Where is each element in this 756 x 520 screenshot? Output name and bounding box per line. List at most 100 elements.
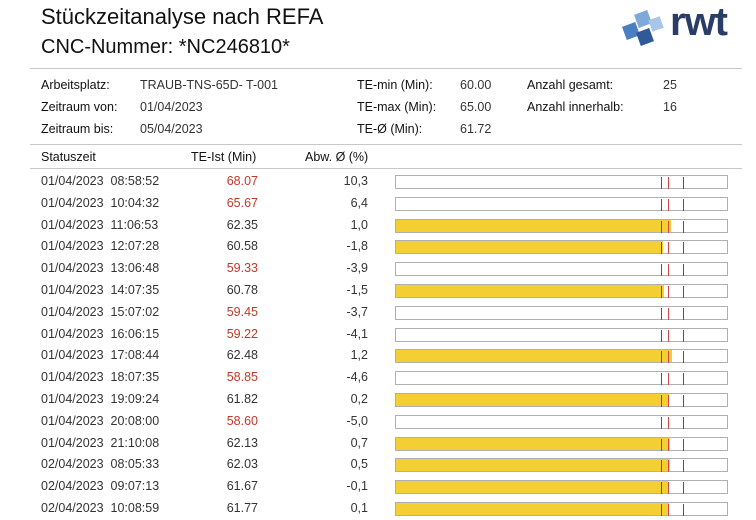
zeitraum-bis-value: 05/04/2023 [140, 122, 203, 136]
te-max-marker [682, 351, 684, 364]
table-row: 01/04/2023 08:58:52 68.07 10,3 [0, 171, 756, 193]
abw-cell: 1,0 [350, 217, 368, 232]
te-max-label: TE-max (Min): [357, 100, 437, 114]
te-avg-marker [668, 460, 670, 473]
zeitraum-von-label: Zeitraum von: [41, 100, 118, 114]
table-row: 02/04/2023 08:05:33 62.03 0,5 [0, 454, 756, 476]
abw-cell: -1,5 [346, 283, 368, 297]
te-min-value: 60.00 [460, 78, 492, 92]
te-min-marker [660, 482, 662, 495]
statuszeit-cell: 01/04/2023 08:58:52 [41, 174, 160, 188]
te-avg-marker [668, 220, 670, 233]
table-row: 01/04/2023 20:08:00 58.60 -5,0 [0, 411, 756, 433]
statuszeit-cell: 01/04/2023 10:04:32 [41, 195, 160, 210]
te-min-marker [660, 460, 662, 473]
statuszeit-cell: 01/04/2023 21:10:08 [41, 435, 160, 450]
page-title: Stückzeitanalyse nach REFA [41, 4, 324, 29]
table-row: 01/04/2023 21:10:08 62.13 0,7 [0, 433, 756, 455]
abw-cell: 0,7 [350, 435, 368, 450]
abw-cell: 0,2 [350, 392, 368, 406]
table-header-divider [30, 168, 742, 169]
te-ist-cell: 61.67 [226, 479, 258, 494]
table-row: 01/04/2023 12:07:28 60.58 -1,8 [0, 236, 756, 258]
zeitraum-bis-label: Zeitraum bis: [41, 122, 114, 136]
deviation-bar [395, 502, 728, 516]
te-min-marker [660, 329, 662, 342]
abw-cell: -5,0 [346, 413, 368, 428]
te-min-marker [660, 177, 662, 189]
logo-text: rwt [670, 0, 728, 44]
te-ist-cell: 58.85 [226, 370, 258, 385]
te-min-marker [660, 416, 662, 429]
logo-mark-icon [622, 10, 664, 46]
te-max-marker [682, 373, 684, 386]
abw-cell: -0,1 [346, 479, 368, 494]
abw-cell: 1,2 [350, 348, 368, 363]
deviation-bar [395, 196, 728, 211]
te-ist-cell: 61.77 [226, 501, 258, 515]
bar-fill [396, 481, 669, 494]
table-row: 01/04/2023 17:08:44 62.48 1,2 [0, 345, 756, 367]
table-row: 01/04/2023 13:06:48 59.33 -3,9 [0, 258, 756, 280]
te-avg-marker [668, 482, 670, 495]
te-min-label: TE-min (Min): [357, 78, 433, 92]
te-min-marker [660, 307, 662, 320]
table-row: 01/04/2023 14:07:35 60.78 -1,5 [0, 280, 756, 302]
te-avg-marker [668, 177, 670, 189]
cnc-number: CNC-Nummer: *NC246810* [41, 36, 290, 58]
statuszeit-cell: 01/04/2023 17:08:44 [41, 348, 160, 363]
te-avg-marker [668, 242, 670, 255]
statuszeit-cell: 02/04/2023 10:08:59 [41, 501, 160, 515]
te-max-marker [682, 286, 684, 298]
deviation-bar [395, 371, 728, 386]
abw-cell: 10,3 [343, 174, 368, 188]
te-ist-cell: 59.45 [226, 304, 258, 319]
deviation-bar [395, 414, 728, 429]
te-ist-cell: 60.78 [226, 283, 258, 297]
te-ist-cell: 65.67 [226, 195, 258, 210]
te-min-marker [660, 373, 662, 386]
zeitraum-von-value: 01/04/2023 [140, 100, 203, 114]
te-avg-marker [668, 373, 670, 386]
abw-cell: -1,8 [346, 239, 368, 254]
te-avg-marker [668, 395, 670, 407]
te-min-marker [660, 351, 662, 364]
te-ist-cell: 62.03 [226, 457, 258, 472]
arbeitsplatz-value: TRAUB-TNS-65D- T-001 [140, 78, 278, 92]
te-min-marker [660, 504, 662, 516]
bar-fill [396, 459, 670, 472]
statuszeit-cell: 01/04/2023 20:08:00 [41, 413, 160, 428]
te-avg-marker [668, 329, 670, 342]
deviation-bar [395, 393, 728, 407]
te-min-marker [660, 198, 662, 211]
anzahl-innerhalb-value: 16 [663, 100, 677, 114]
te-ist-cell: 59.22 [226, 326, 258, 341]
te-min-marker [660, 395, 662, 407]
statuszeit-cell: 01/04/2023 18:07:35 [41, 370, 160, 385]
statuszeit-cell: 01/04/2023 15:07:02 [41, 304, 160, 319]
table-row: 01/04/2023 16:06:15 59.22 -4,1 [0, 324, 756, 346]
deviation-bar [395, 218, 728, 233]
meta-divider [30, 144, 742, 145]
anzahl-gesamt-value: 25 [663, 78, 677, 92]
bar-fill [396, 394, 669, 406]
table-row: 02/04/2023 10:08:59 61.77 0,1 [0, 498, 756, 520]
deviation-bar [395, 327, 728, 342]
te-max-marker [682, 438, 684, 451]
te-avg-marker [668, 264, 670, 277]
te-ist-cell: 60.58 [226, 239, 258, 254]
column-header-abw: Abw. Ø (%) [305, 150, 369, 164]
table-row: 01/04/2023 15:07:02 59.45 -3,7 [0, 302, 756, 324]
te-max-marker [682, 504, 684, 516]
table-row: 01/04/2023 19:09:24 61.82 0,2 [0, 389, 756, 411]
bar-fill [396, 503, 669, 515]
abw-cell: 0,1 [350, 501, 368, 515]
bar-fill [396, 285, 665, 297]
te-max-marker [682, 482, 684, 495]
te-min-marker [660, 286, 662, 298]
deviation-bar [395, 349, 728, 364]
company-logo: rwt [618, 0, 748, 54]
column-header-statuszeit: Statuszeit [41, 150, 96, 164]
statuszeit-cell: 01/04/2023 19:09:24 [41, 392, 160, 406]
statuszeit-cell: 01/04/2023 11:06:53 [41, 217, 159, 232]
